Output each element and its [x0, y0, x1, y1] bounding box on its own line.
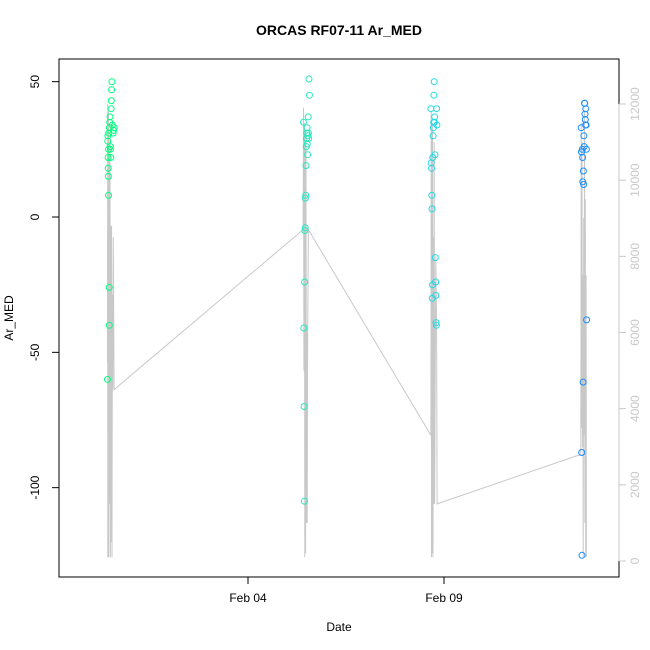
- data-point: [107, 145, 114, 153]
- data-point: [300, 497, 308, 505]
- data-point: [104, 172, 112, 180]
- data-point: [431, 151, 439, 159]
- data-point: [430, 91, 438, 99]
- y2-tick-label: 8000: [628, 243, 642, 270]
- data-point: [110, 126, 117, 134]
- data-point: [108, 78, 116, 86]
- data-point: [302, 162, 310, 170]
- data-point: [583, 316, 591, 324]
- altitude-track-layer: [107, 103, 587, 558]
- data-point: [110, 124, 118, 132]
- data-point: [578, 449, 586, 456]
- y-tick-label: 50: [28, 75, 42, 89]
- data-point: [579, 167, 587, 175]
- data-point: [104, 164, 112, 172]
- data-point: [106, 113, 114, 121]
- data-point: [579, 378, 587, 386]
- data-point: [580, 132, 588, 140]
- data-point: [428, 191, 436, 199]
- y-tick-label: 0: [28, 213, 42, 220]
- data-point: [107, 154, 115, 161]
- data-point: [430, 78, 438, 86]
- chart-title: ORCAS RF07-11 Ar_MED: [256, 22, 422, 38]
- altitude-track-line: [107, 103, 587, 558]
- data-point: [304, 129, 312, 137]
- data-point: [432, 278, 440, 286]
- data-point: [104, 154, 112, 161]
- data-point: [433, 121, 441, 129]
- x-axis-label: Date: [326, 620, 352, 634]
- data-point: [305, 135, 313, 142]
- data-point: [580, 181, 588, 188]
- data-point: [427, 105, 435, 113]
- data-point: [301, 278, 309, 286]
- data-point: [578, 551, 586, 559]
- y-tick-label: -100: [28, 475, 42, 499]
- data-point: [582, 105, 590, 113]
- data-point: [300, 118, 307, 126]
- y2-tick-label: 6000: [628, 319, 642, 346]
- data-point: [300, 403, 308, 410]
- data-point: [428, 164, 435, 172]
- data-point: [305, 75, 313, 83]
- y2-tick-label: 12000: [628, 87, 642, 121]
- y2-tick-label: 10000: [628, 163, 642, 197]
- data-point: [431, 113, 439, 121]
- data-point: [432, 321, 440, 329]
- data-point: [304, 113, 312, 121]
- data-point: [432, 292, 440, 299]
- data-point: [302, 191, 310, 199]
- data-point: [306, 91, 313, 99]
- y-axis-label: Ar_MED: [2, 295, 16, 341]
- data-point: [582, 121, 590, 129]
- data-point: [107, 97, 115, 105]
- data-point: [301, 224, 309, 232]
- y2-tick-label: 2000: [628, 471, 642, 498]
- data-point: [301, 194, 309, 202]
- data-point: [105, 283, 113, 291]
- data-point: [433, 105, 441, 113]
- data-point: [579, 154, 587, 161]
- data-point: [432, 319, 440, 327]
- y2-tick-label: 4000: [628, 395, 642, 422]
- axes-layer: 50 0 -50 -100 0 2000 4000 6000 8000 10000 12000 Feb…: [28, 75, 642, 605]
- data-point: [300, 324, 308, 332]
- data-points-layer: [104, 75, 591, 559]
- data-point: [105, 191, 112, 199]
- plot-frame: [58, 58, 620, 578]
- data-point: [106, 143, 114, 151]
- data-point: [108, 86, 116, 94]
- y-tick-label: -50: [28, 343, 42, 361]
- data-point: [429, 132, 437, 140]
- data-point: [581, 116, 589, 124]
- data-point: [431, 254, 439, 262]
- data-point: [104, 375, 111, 383]
- x-tick-label: Feb 04: [229, 591, 267, 605]
- x-tick-label: Feb 09: [425, 591, 463, 605]
- y2-tick-label: 0: [628, 557, 642, 564]
- data-point: [107, 105, 115, 113]
- data-point: [428, 205, 436, 213]
- data-point: [304, 151, 312, 159]
- data-point: [582, 145, 590, 153]
- data-point: [105, 321, 113, 329]
- data-point: [301, 227, 309, 234]
